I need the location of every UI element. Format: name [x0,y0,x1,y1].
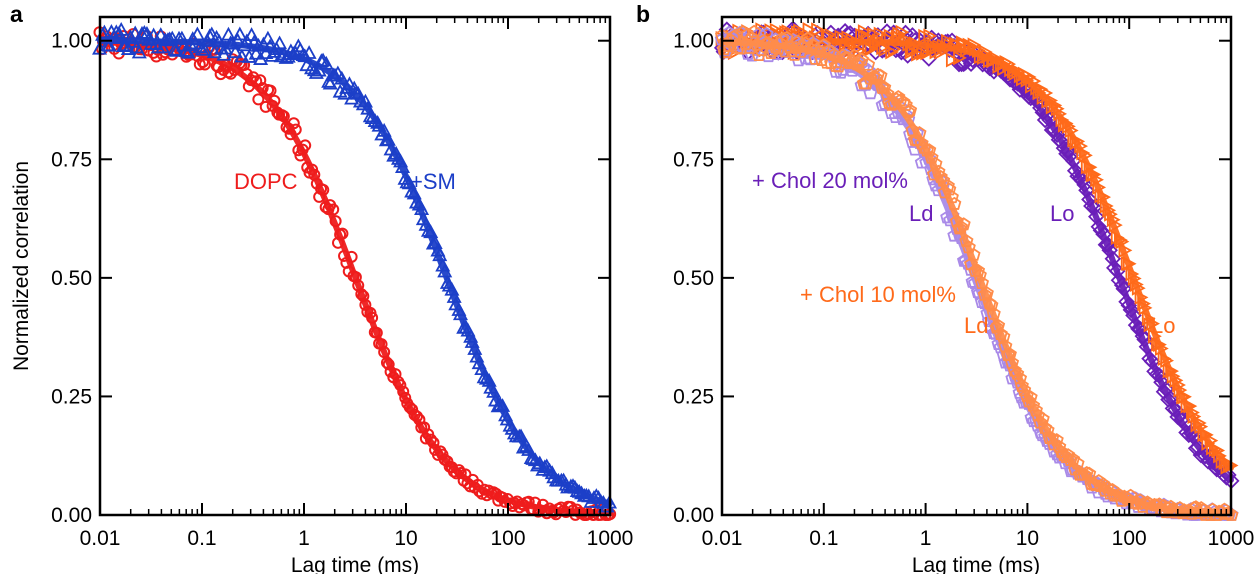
panel-b-xtick-label: 100 [1112,527,1147,550]
panel-a-ytick-label: 1.00 [51,30,92,53]
panel-b-ytick-label: 1.00 [673,30,714,53]
panel-a-xtick-label: 0.1 [187,527,216,550]
annotation-chol20-ld: Ld [909,201,933,226]
panel-b-xtick-label: 1000 [1208,527,1255,550]
panel-b-series-1-fit [722,41,1231,468]
panel-a-xtick-label: 100 [490,527,525,550]
panel-a-series-1-point [274,37,286,48]
annotation-sm: +SM [410,169,456,194]
panel-a-ytick-label: 0.00 [51,504,92,527]
annotation-chol20: + Chol 20 mol% [752,168,908,193]
panel-b-ytick-label: 0.25 [673,385,714,408]
panel-a-ytick-label: 0.50 [51,267,92,290]
annotation-chol20-lo: Lo [1050,201,1074,226]
panel-a-ytick-label: 0.25 [51,385,92,408]
panel-a-xtick-label: 1000 [587,527,634,550]
panel-a-series-0-fit [100,42,610,513]
panel-a-xlabel: Lag time (ms) [291,554,419,574]
panel-a-xtick-label: 0.01 [80,527,121,550]
panel-b-xtick-label: 0.01 [702,527,743,550]
panel-a: a 0.01 0.1 1 10 100 10000.000.250.500.751.00 … [10,1,633,574]
panel-b-series-1 [717,24,1237,474]
panel-b: b 0.01 0.1 1 10 100 10000.000.250.500.751.00 … [636,1,1254,574]
panel-b-xlabel: Lag time (ms) [912,554,1040,574]
panel-b-ytick-label: 0.00 [673,504,714,527]
panel-b-letter: b [636,1,650,27]
panel-b-marks [715,23,1238,520]
panel-a-letter: a [10,1,23,27]
panel-a-marks [94,24,616,520]
annotation-chol10: + Chol 10 mol% [800,282,956,307]
panel-b-series-3-fit [722,42,1231,513]
panel-b-xtick-label: 10 [1016,527,1039,550]
annotation-chol10-lo: Lo [1151,313,1175,338]
panel-b-xtick-label: 1 [920,527,932,550]
panel-b-ytick-label: 0.50 [673,267,714,290]
panel-b-series-3 [716,26,1237,520]
panel-a-xtick-label: 1 [298,527,310,550]
panel-b-xtick-label: 0.1 [809,527,838,550]
panel-a-ytick-label: 0.75 [51,148,92,171]
panel-b-ticks: 0.01 0.1 1 10 100 1000 0.00 0.25 0.50 0.75 1.00 [673,17,1254,550]
annotation-dopc: DOPC [234,169,298,194]
panel-a-series-0 [94,27,615,520]
panel-a-ylabel: Normalized correlation [10,161,33,371]
annotation-chol10-ld: Ld [964,313,988,338]
panel-a-xtick-label: 10 [394,527,417,550]
panel-b-ytick-label: 0.75 [673,148,714,171]
panel-b-series-0 [715,23,1238,488]
